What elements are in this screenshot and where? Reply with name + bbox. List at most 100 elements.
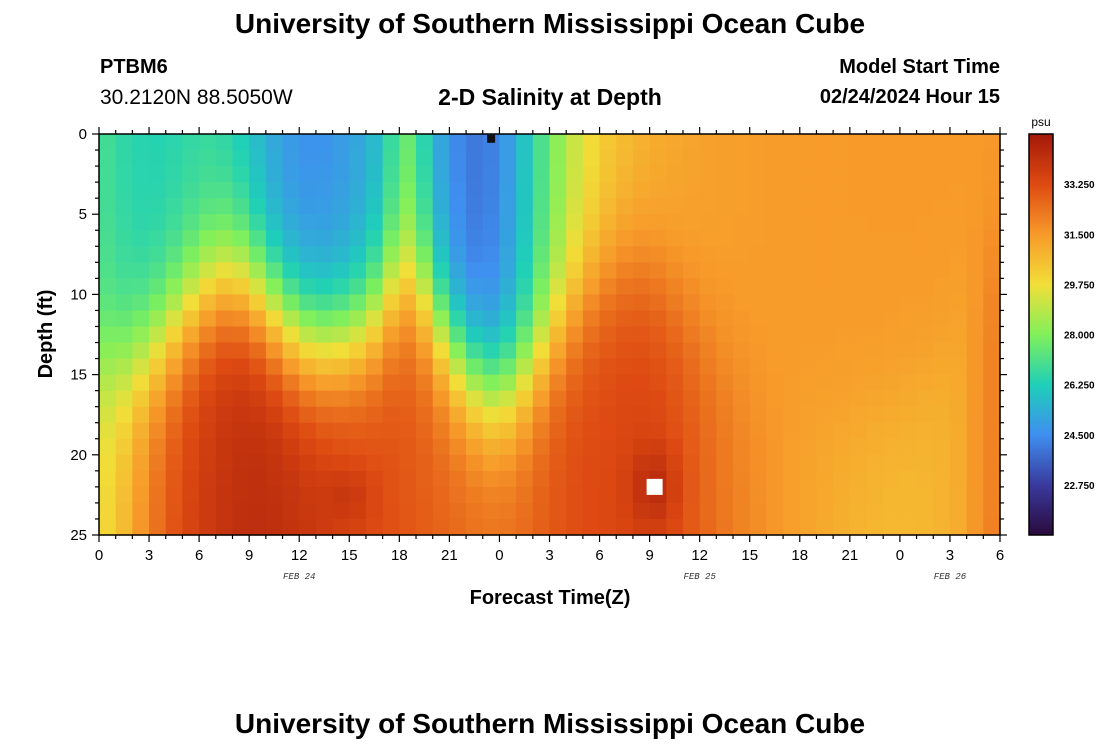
heatmap-cell [282, 358, 300, 376]
heatmap-cell [99, 438, 117, 456]
heatmap-cell [966, 358, 984, 376]
heatmap-cell [449, 374, 467, 392]
heatmap-cell [132, 310, 150, 328]
heatmap-cell [899, 310, 918, 328]
heatmap-cell [182, 470, 200, 488]
heatmap-cell [616, 230, 634, 247]
heatmap-cell [349, 214, 367, 231]
heatmap-cell [132, 470, 150, 488]
heatmap-cell [783, 230, 801, 247]
heatmap-cell [416, 230, 434, 247]
heatmap-cell [883, 198, 901, 215]
heatmap-cell [733, 326, 751, 344]
heatmap-cell [532, 406, 551, 424]
heatmap-cell [282, 214, 300, 231]
heatmap-cell [933, 262, 951, 279]
heatmap-cell [682, 326, 701, 344]
heatmap-cell [332, 470, 350, 488]
heatmap-cell [883, 230, 901, 247]
heatmap-cell [466, 518, 484, 536]
heatmap-cell [182, 326, 200, 344]
heatmap-cell [783, 438, 801, 456]
heatmap-cell [799, 518, 818, 536]
heatmap-cell [616, 470, 634, 488]
model-start-value: 02/24/2024 Hour 15 [819, 86, 1000, 108]
heatmap-cell [232, 438, 250, 456]
heatmap-cell [165, 198, 184, 215]
heatmap-cell [499, 246, 517, 263]
heatmap-cell [199, 230, 217, 247]
heatmap-cell [332, 454, 350, 472]
heatmap-cell [749, 438, 768, 456]
heatmap-cell [466, 230, 484, 247]
heatmap-cell [916, 246, 934, 263]
heatmap-cell [933, 150, 951, 167]
heatmap-cell [632, 278, 651, 295]
heatmap-cell [416, 150, 434, 167]
heatmap-cell [883, 134, 901, 151]
heatmap-cell [516, 166, 534, 183]
heatmap-cell [349, 518, 367, 536]
heatmap-cell [733, 262, 751, 279]
heatmap-cell [582, 406, 601, 424]
heatmap-cell [799, 150, 818, 167]
heatmap-cell [149, 390, 167, 408]
heatmap-cell [99, 262, 117, 279]
heatmap-cell [849, 470, 868, 488]
heatmap-cell [849, 374, 868, 392]
heatmap-cell [966, 310, 984, 328]
heatmap-cell [799, 230, 818, 247]
heatmap-cell [399, 358, 417, 376]
heatmap-cell [249, 278, 267, 295]
heatmap-cell [933, 390, 951, 408]
heatmap-cell [933, 230, 951, 247]
heatmap-cell [749, 518, 768, 536]
heatmap-cell [482, 390, 501, 408]
heatmap-cell [749, 214, 768, 231]
heatmap-cell [399, 454, 417, 472]
heatmap-cell [833, 422, 851, 440]
heatmap-cell [749, 470, 768, 488]
heatmap-cell [315, 390, 334, 408]
heatmap-cell [899, 390, 918, 408]
heatmap-cell [466, 198, 484, 215]
heatmap-cell [399, 166, 417, 183]
heatmap-cell [349, 470, 367, 488]
heatmap-cell [432, 486, 450, 504]
heatmap-cell [632, 214, 651, 231]
heatmap-cell [449, 518, 467, 536]
markers-layer [487, 134, 663, 495]
heatmap-cell [549, 438, 567, 456]
x-tick-label: 15 [741, 547, 758, 564]
date-labels: FEB 24 FEB 25 FEB 26 [283, 572, 967, 582]
heatmap-cell [816, 310, 834, 328]
heatmap-cell [833, 262, 851, 279]
heatmap-cell [466, 374, 484, 392]
heatmap-cell [566, 486, 584, 504]
heatmap-cell [582, 294, 601, 312]
heatmap-cell [382, 342, 400, 360]
heatmap-cell [616, 198, 634, 215]
heatmap-cell [399, 438, 417, 456]
heatmap-cell [949, 406, 968, 424]
heatmap-cell [165, 310, 184, 328]
heatmap-cell [766, 358, 784, 376]
heatmap-cell [182, 182, 200, 199]
heatmap-cell [749, 278, 768, 295]
heatmap-cell [983, 422, 1001, 440]
heatmap-cell [532, 502, 551, 520]
heatmap-cell [699, 214, 717, 231]
heatmap-cell [649, 518, 667, 536]
heatmap-cell [532, 390, 551, 408]
heatmap-cell [916, 486, 934, 504]
heatmap-cell [749, 342, 768, 360]
heatmap-cell [165, 150, 184, 167]
heatmap-cell [299, 486, 317, 504]
heatmap-cell [966, 198, 984, 215]
heatmap-cell [282, 470, 300, 488]
heatmap-cell [149, 470, 167, 488]
heatmap-cell [115, 278, 133, 295]
heatmap-cell [599, 374, 617, 392]
heatmap-cell [165, 454, 184, 472]
heatmap-cell [182, 166, 200, 183]
